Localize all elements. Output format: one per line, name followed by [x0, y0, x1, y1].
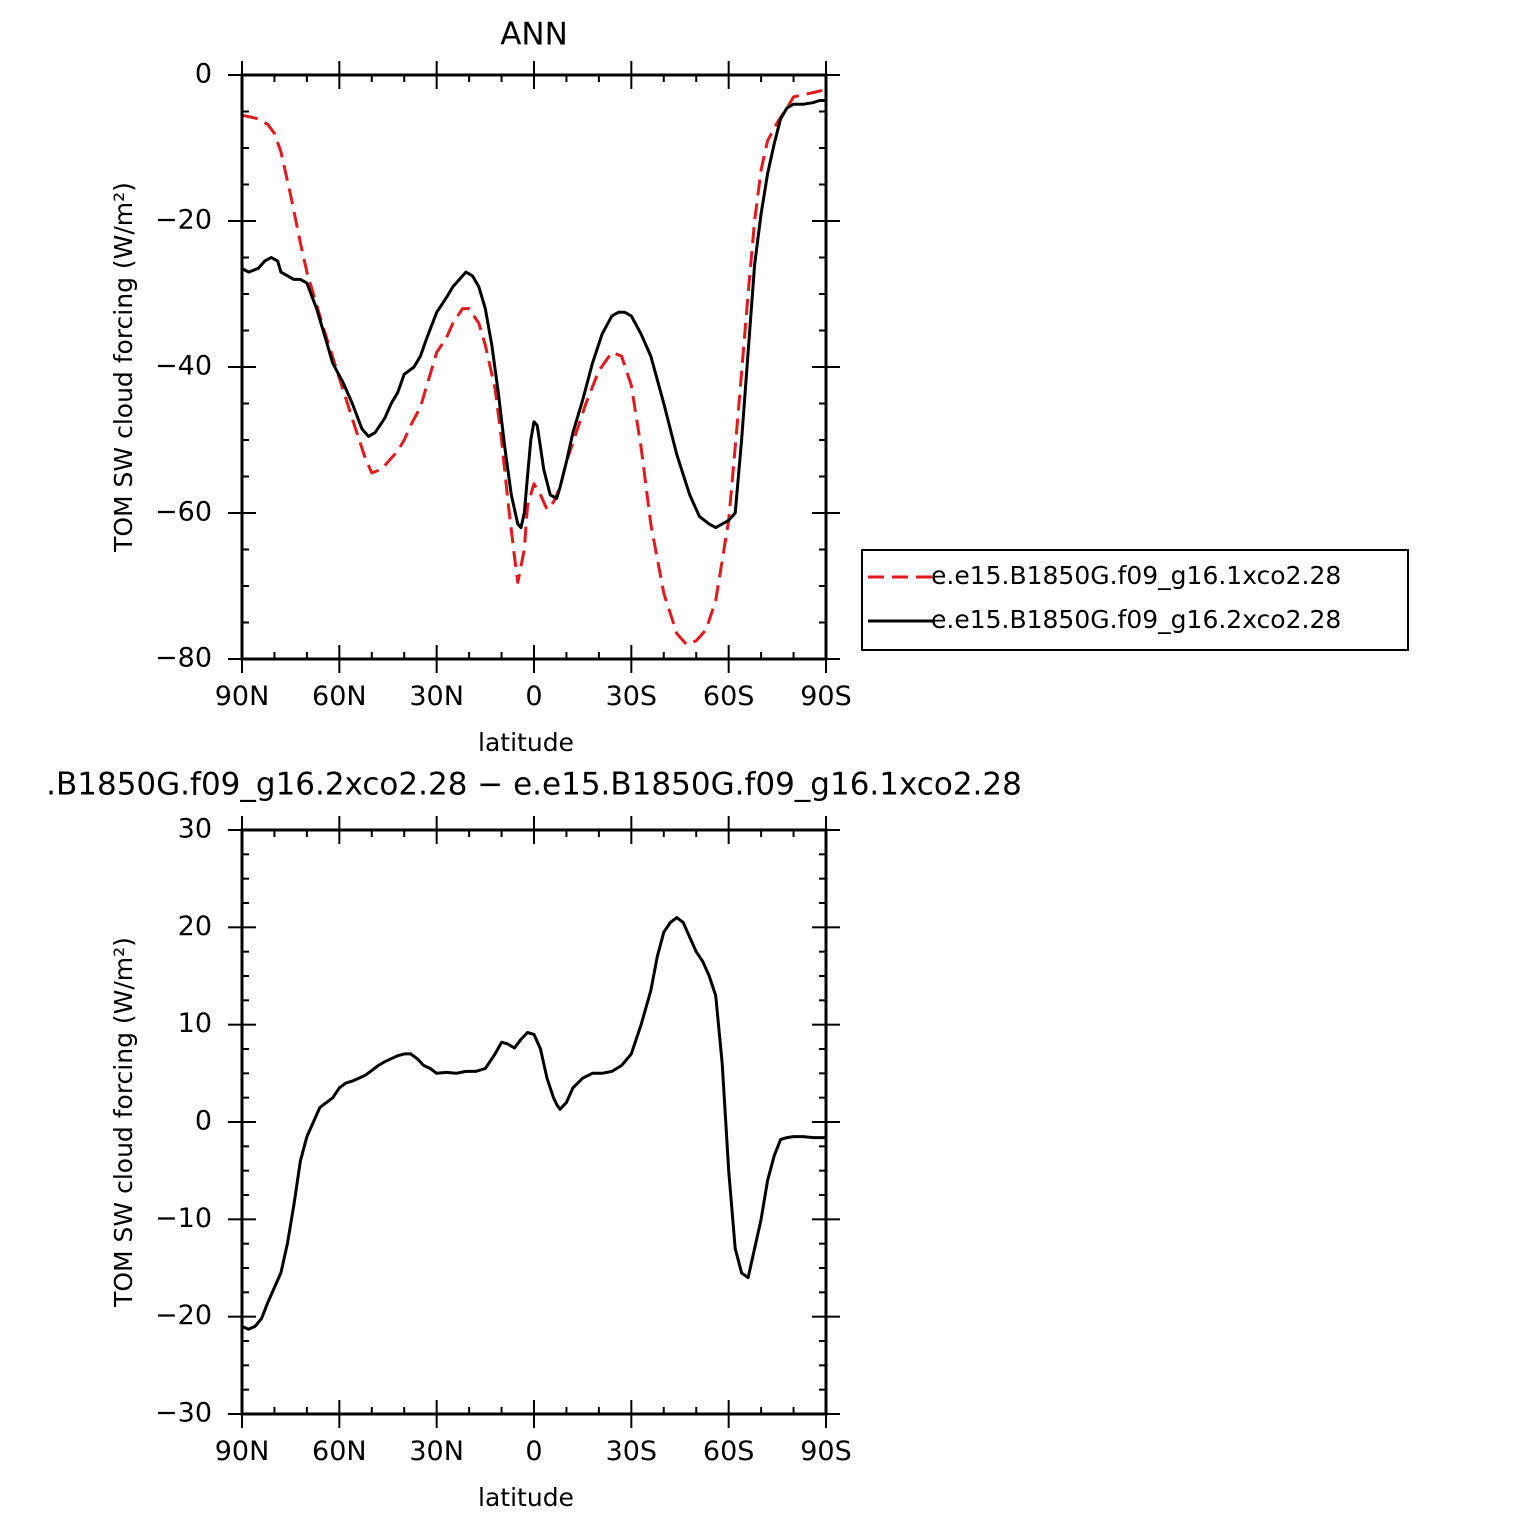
y-tick-label: 0: [195, 1106, 212, 1137]
x-tick-label: 0: [525, 1436, 542, 1467]
x-tick-label: 0: [525, 681, 542, 712]
y-tick-label: 30: [178, 814, 212, 845]
x-tick-label: 90S: [800, 1436, 852, 1467]
y-tick-label: −20: [155, 1300, 212, 1331]
legend-entry-2: e.e15.B1850G.f09_g16.2xco2.28: [931, 605, 1341, 634]
y-axis-label: TOM SW cloud forcing (W/m²): [109, 182, 138, 553]
series-line-1: [241, 88, 827, 646]
x-tick-label: 60N: [312, 1436, 367, 1467]
legend-entry-1: e.e15.B1850G.f09_g16.1xco2.28: [931, 561, 1341, 590]
y-tick-label: −40: [155, 351, 212, 382]
y-tick-label: 10: [178, 1008, 212, 1039]
y-tick-label: −30: [155, 1398, 212, 1429]
chart-title: .B1850G.f09_g16.2xco2.28 − e.e15.B1850G.…: [46, 767, 1022, 803]
plot-frame: [240, 828, 828, 1416]
x-tick-label: 60S: [703, 1436, 755, 1467]
tick-marks: [228, 816, 840, 1428]
x-tick-label: 90S: [800, 681, 852, 712]
x-axis-label: latitude: [478, 728, 574, 757]
x-axis-label: latitude: [478, 1483, 574, 1512]
x-tick-label: 30N: [409, 681, 464, 712]
x-tick-label: 90N: [215, 1436, 270, 1467]
x-tick-label: 30S: [606, 1436, 658, 1467]
y-tick-label: 20: [178, 911, 212, 942]
x-tick-label: 60S: [703, 681, 755, 712]
series-line-2: [241, 99, 826, 530]
y-tick-label: −10: [155, 1203, 212, 1234]
chart-title: ANN: [500, 17, 568, 53]
y-axis-label: TOM SW cloud forcing (W/m²): [109, 937, 138, 1308]
legend: e.e15.B1850G.f09_g16.1xco2.28 e.e15.B1850…: [861, 549, 1409, 651]
legend-box: [861, 549, 1409, 651]
series-line-1: [241, 916, 826, 1331]
x-tick-label: 90N: [215, 681, 270, 712]
y-tick-label: −80: [155, 643, 212, 674]
x-tick-label: 60N: [312, 681, 367, 712]
bottom-panel: .B1850G.f09_g16.2xco2.28 − e.e15.B1850G.…: [46, 767, 1022, 1513]
x-tick-label: 30N: [409, 1436, 464, 1467]
y-tick-label: −60: [155, 497, 212, 528]
y-tick-label: −20: [155, 205, 212, 236]
top-panel: ANN 90N 60N 30N 0 30S 60S 90S 0 −20 −40 −60 −80 latit…: [109, 17, 1409, 757]
x-tick-label: 30S: [606, 681, 658, 712]
plot-frame: [240, 73, 828, 661]
y-tick-label: 0: [195, 59, 212, 90]
